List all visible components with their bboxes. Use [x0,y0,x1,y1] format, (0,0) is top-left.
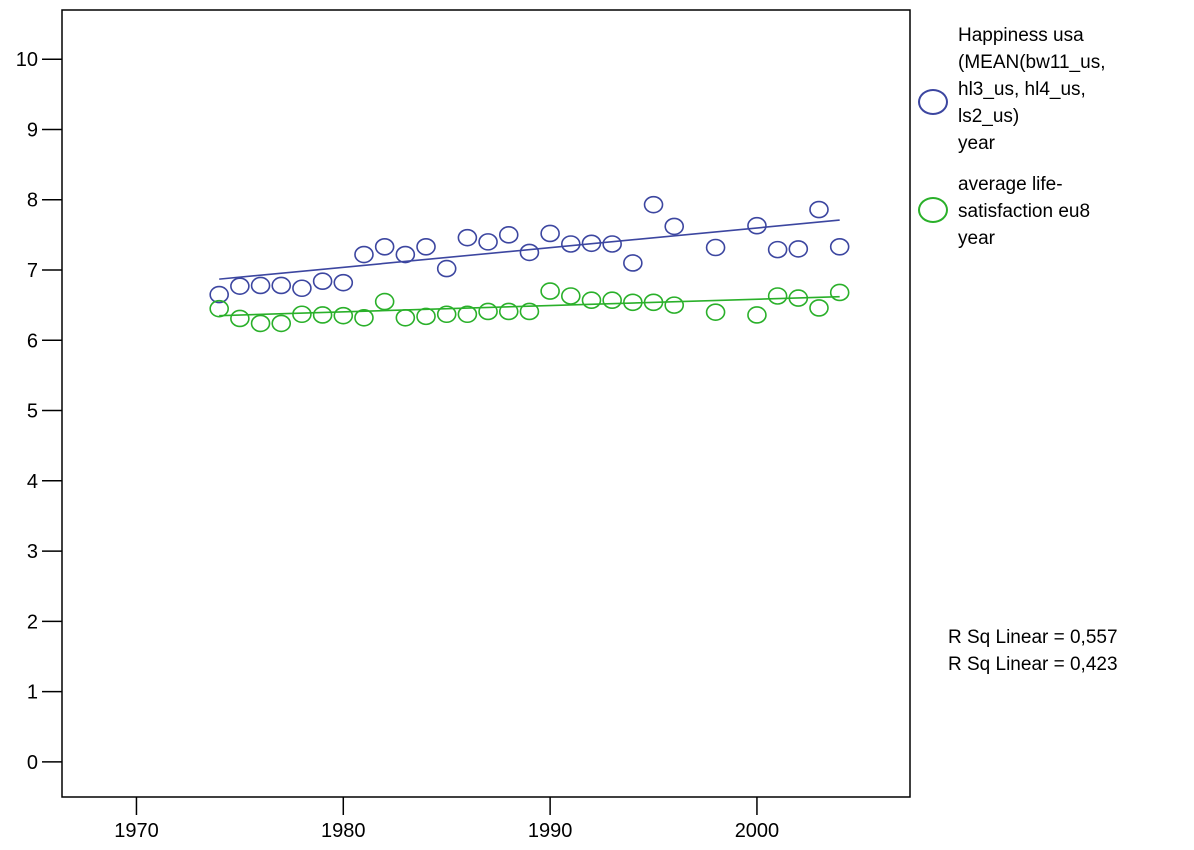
data-point-series-1 [395,308,416,327]
data-point-series-1 [560,287,581,305]
data-point-series-0 [519,243,540,262]
y-tick-label: 8 [27,190,38,212]
data-point-series-1 [457,305,478,324]
data-point-series-0 [581,234,602,253]
data-point-series-1 [250,314,271,333]
data-point-series-0 [747,216,767,235]
data-point-series-1 [478,302,498,321]
data-point-series-1 [788,289,809,307]
data-point-series-1 [498,302,519,321]
data-point-series-1 [602,291,622,310]
data-point-series-0 [809,200,829,219]
data-point-series-0 [395,245,416,264]
r-squared-line: R Sq Linear = 0,557 [948,627,1118,648]
data-point-series-1 [354,308,374,327]
data-point-series-1 [809,299,829,317]
data-point-series-0 [230,277,250,295]
data-point-series-1 [519,302,540,321]
y-tick-label: 1 [27,682,38,704]
legend-label: average life- satisfaction eu8 year [958,174,1091,249]
data-point-series-1 [705,303,726,321]
y-tick-label: 10 [16,49,38,71]
y-tick-label: 7 [27,260,38,282]
data-point-series-0 [623,254,643,272]
data-point-series-0 [498,226,519,244]
data-point-series-1 [829,283,850,302]
data-point-series-0 [664,217,685,236]
x-tick-label: 2000 [735,820,780,842]
data-point-series-0 [416,238,436,256]
data-point-series-0 [788,240,809,258]
y-tick-label: 5 [27,401,38,423]
data-point-series-0 [602,235,622,253]
data-point-series-0 [436,259,457,278]
data-point-series-1 [271,314,292,333]
data-point-series-0 [312,272,333,291]
data-point-series-1 [333,306,354,325]
fit-line-series-0 [219,219,840,280]
legend: Happiness usa (MEAN(bw11_us, hl3_us, hl4… [912,22,1192,266]
data-point-series-1 [581,291,602,310]
legend-item-life-satisfaction-eu8: average life- satisfaction eu8 year [912,171,1192,252]
data-point-series-0 [250,276,271,295]
circle-marker-icon [918,89,948,115]
data-point-series-1 [292,305,312,324]
x-tick-label: 1990 [528,820,573,842]
data-point-series-1 [747,306,767,324]
fit-line-series-1 [219,295,840,317]
data-point-series-1 [416,307,436,326]
y-tick-label: 2 [27,611,38,633]
y-tick-label: 9 [27,119,38,141]
circle-marker-icon [918,197,948,223]
plot-frame [61,9,911,798]
data-point-series-0 [292,279,312,298]
data-point-series-0 [209,285,229,304]
data-point-series-1 [643,293,664,312]
data-point-series-0 [271,276,292,295]
data-point-series-1 [209,299,229,318]
data-point-series-0 [560,235,581,253]
y-tick-label: 0 [27,752,38,774]
data-point-series-1 [312,306,333,324]
data-point-series-0 [829,238,850,256]
data-point-series-0 [643,195,664,214]
data-point-series-1 [623,293,643,312]
data-point-series-1 [436,305,457,324]
r-squared-annotation: R Sq Linear = 0,557 R Sq Linear = 0,423 [948,624,1118,678]
data-point-series-0 [705,238,726,257]
data-point-series-1 [540,282,560,300]
data-point-series-0 [540,224,560,243]
y-tick-label: 3 [27,541,38,563]
data-point-series-0 [374,238,395,256]
data-point-series-0 [457,228,478,247]
data-point-series-1 [664,296,685,314]
data-point-series-0 [354,245,374,264]
r-squared-line: R Sq Linear = 0,423 [948,654,1118,675]
y-tick-label: 6 [27,330,38,352]
data-point-series-0 [333,273,354,292]
x-tick-label: 1970 [114,820,159,842]
legend-item-happiness-usa: Happiness usa (MEAN(bw11_us, hl3_us, hl4… [912,22,1192,157]
data-point-series-1 [374,292,395,311]
data-point-series-1 [767,287,788,305]
legend-label: Happiness usa (MEAN(bw11_us, hl3_us, hl4… [958,25,1106,154]
y-tick-label: 4 [27,471,38,493]
data-point-series-0 [767,240,788,259]
data-point-series-0 [478,233,498,251]
x-tick-label: 1980 [321,820,366,842]
data-point-series-1 [230,309,250,328]
